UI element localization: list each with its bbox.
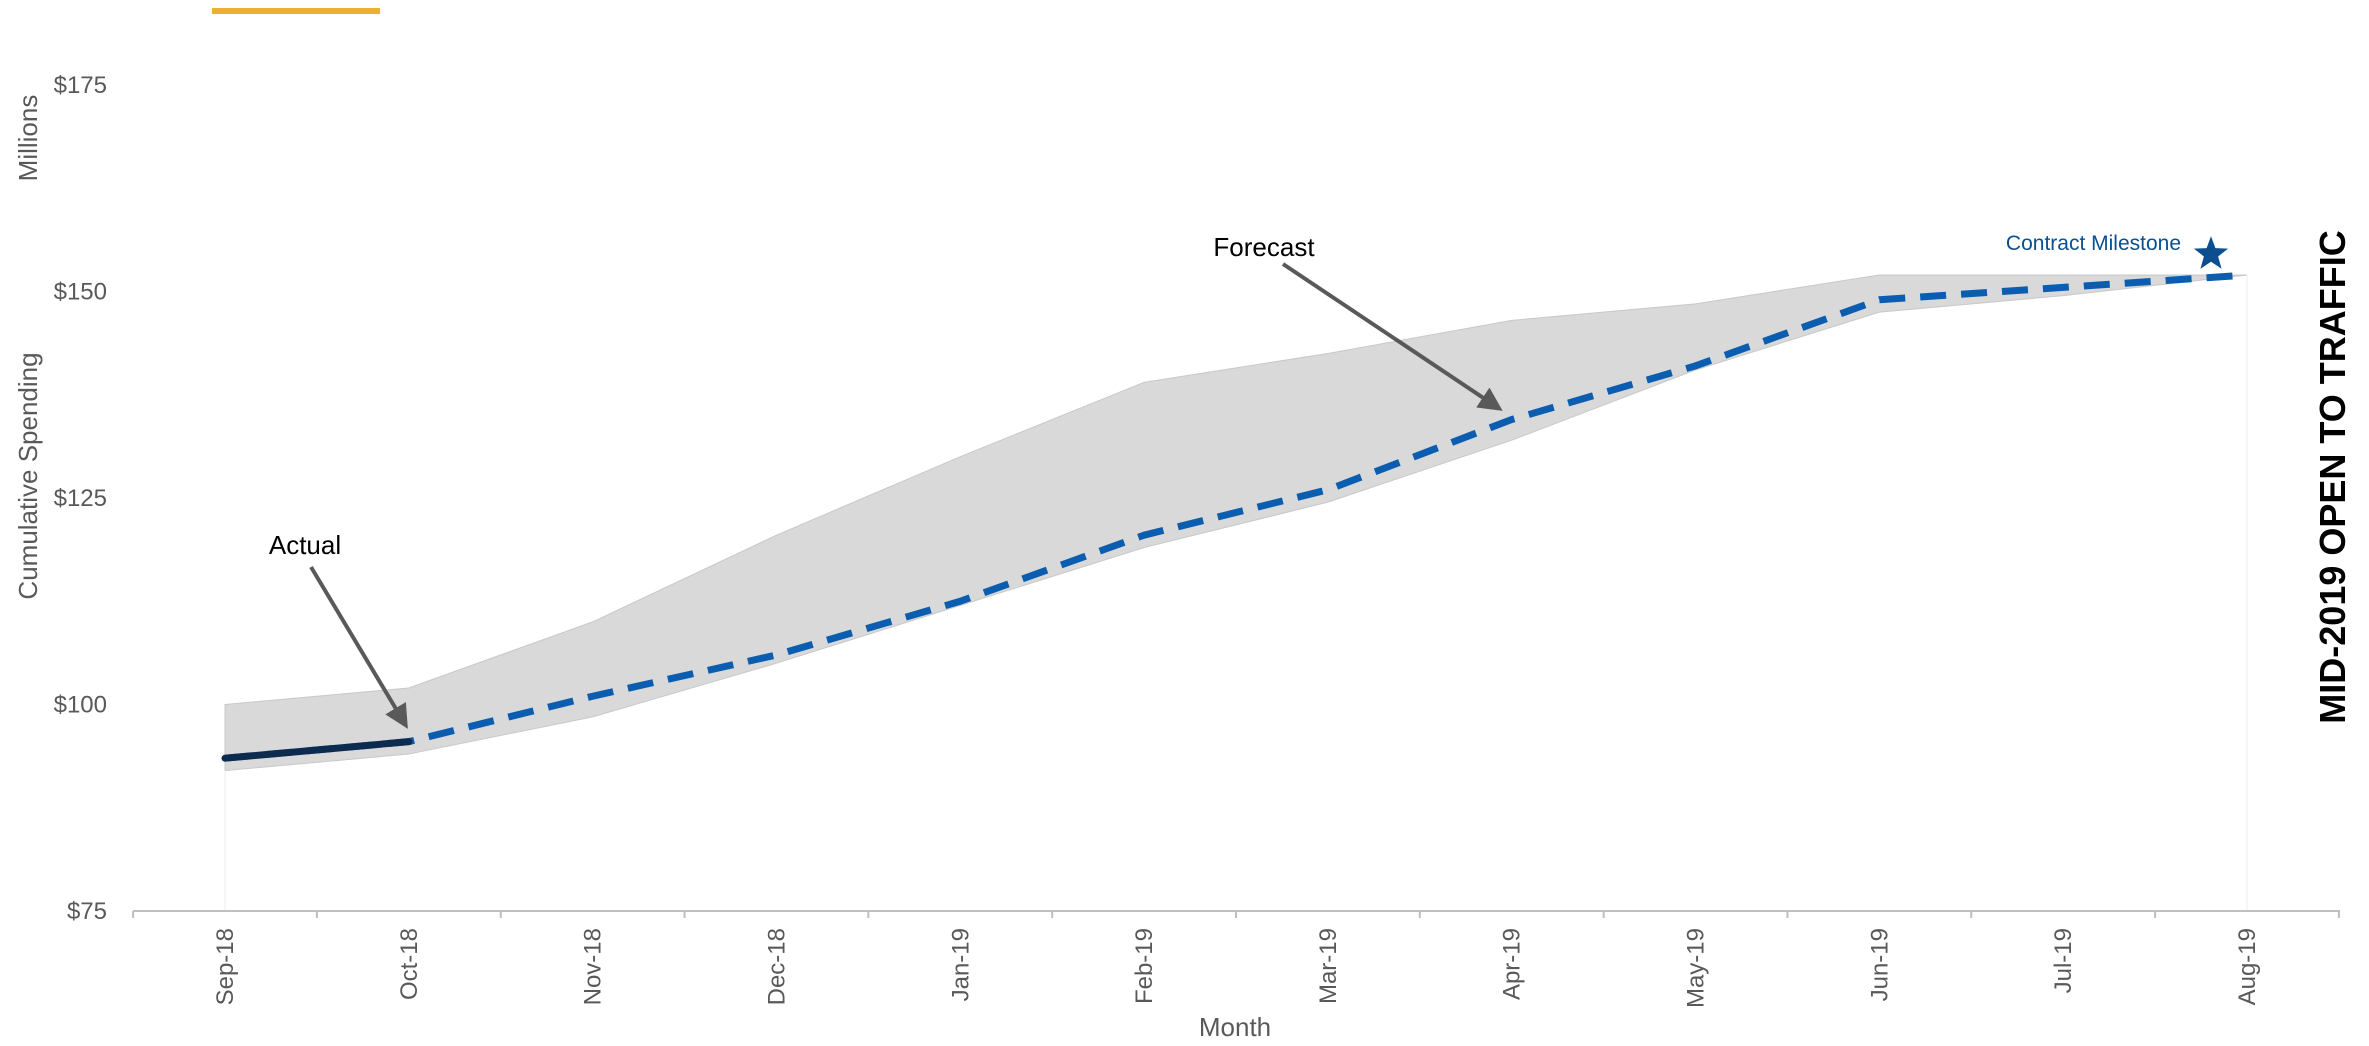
y-tick-label: $175 <box>54 72 107 99</box>
y-axis-title: Cumulative Spending <box>13 352 43 599</box>
x-tick-label: May-19 <box>1683 928 1710 1008</box>
annotation-arrow-actual <box>309 565 408 729</box>
open-to-traffic-banner: MID-2019 OPEN TO TRAFFIC <box>2312 230 2353 723</box>
x-tick-label: Jul-19 <box>2050 928 2077 993</box>
y-tick-label: $75 <box>67 898 107 925</box>
milestone-star-icon <box>2193 236 2229 269</box>
x-tick-label: Apr-19 <box>1499 928 1526 1000</box>
x-tick-label: Nov-18 <box>580 928 607 1005</box>
milestone-label: Contract Milestone <box>2006 232 2181 255</box>
series-line-actual <box>221 738 413 762</box>
series-line-forecast <box>224 271 2248 762</box>
x-tick-label: Dec-18 <box>763 928 790 1005</box>
x-tick-label: Jan-19 <box>947 928 974 1001</box>
y-tick-label: $100 <box>54 692 107 719</box>
x-tick-label: Sep-18 <box>212 928 239 1005</box>
y-axis-unit-label: Millions <box>13 95 43 182</box>
x-axis-title: Month <box>1199 1012 1271 1041</box>
x-tick-label: Feb-19 <box>1131 928 1158 1004</box>
accent-bar <box>212 8 380 14</box>
x-tick-label: Aug-19 <box>2234 928 2261 1005</box>
forecast-range-band <box>224 274 2248 772</box>
annotation-arrow-forecast <box>1281 262 1503 411</box>
x-tick-label: Oct-18 <box>396 928 423 1000</box>
y-tick-label: $150 <box>54 279 107 306</box>
x-tick-label: Mar-19 <box>1315 928 1342 1004</box>
x-tick-label: Jun-19 <box>1866 928 1893 1001</box>
annotation-label-actual: Actual <box>269 530 341 560</box>
y-tick-label: $125 <box>54 485 107 512</box>
annotation-label-forecast: Forecast <box>1213 232 1315 262</box>
